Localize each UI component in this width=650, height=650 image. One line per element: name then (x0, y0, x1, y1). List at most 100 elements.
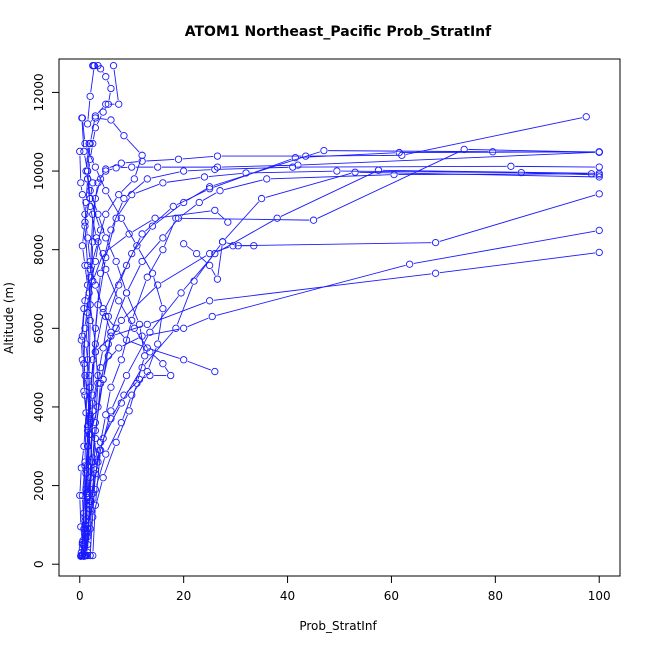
series-segment (98, 352, 103, 372)
data-point (431, 238, 440, 247)
series-segment (144, 331, 174, 365)
series-segment (81, 312, 85, 336)
data-point (99, 474, 107, 482)
series-segment (125, 161, 138, 164)
data-point (86, 257, 94, 266)
data-series (78, 148, 603, 559)
series-segment (83, 332, 86, 360)
series-segment (118, 197, 130, 215)
series-segment (117, 414, 128, 439)
series-segment (211, 268, 216, 276)
data-point (595, 171, 603, 179)
chart-title: ATOM1 Northeast_Pacific Prob_StratInf (185, 24, 492, 40)
data-point (595, 190, 603, 198)
series-segment (208, 172, 242, 177)
series-segment (85, 438, 90, 462)
data-point (82, 409, 90, 417)
data-point (86, 187, 94, 195)
series-segment (83, 395, 87, 409)
data-point (94, 62, 102, 70)
series-segment (109, 323, 120, 341)
data-point (174, 214, 183, 222)
series-segment (439, 194, 596, 242)
series-segment (93, 257, 103, 278)
data-point (190, 277, 198, 285)
series-segment (280, 171, 375, 217)
data-point (128, 249, 136, 258)
data-point (213, 275, 222, 283)
data-point (107, 383, 115, 391)
series-segment (106, 236, 127, 252)
series-segment (153, 277, 163, 305)
series-segment (84, 501, 88, 525)
data-point (595, 173, 603, 181)
data-point (86, 92, 94, 100)
data-point (94, 379, 102, 388)
series-segment (103, 359, 108, 376)
data-series (77, 146, 603, 557)
series-segment (90, 120, 96, 140)
series-segment (123, 371, 141, 400)
series-segment (104, 446, 116, 474)
data-point (143, 344, 151, 352)
data-point (159, 179, 167, 187)
data-point (95, 446, 104, 454)
series-segment (87, 430, 93, 458)
data-point (102, 187, 110, 195)
series-segment (84, 450, 88, 552)
data-point (242, 169, 250, 177)
series-segment (81, 344, 83, 356)
series-segment (112, 379, 126, 408)
data-series (102, 312, 219, 376)
data-point (112, 164, 120, 172)
data-point (86, 383, 94, 391)
data-point (205, 183, 214, 191)
data-point (141, 352, 149, 360)
series-segment (90, 210, 97, 234)
data-point (91, 324, 100, 332)
series-segment (95, 277, 101, 325)
series-segment (85, 379, 91, 415)
data-point (89, 391, 97, 399)
series-segment (127, 265, 141, 290)
data-point (250, 242, 258, 250)
data-point (234, 242, 242, 250)
data-point (205, 261, 214, 270)
y-tick-label: 2000 (32, 470, 46, 501)
series-segment (218, 219, 274, 252)
data-point (102, 165, 110, 173)
series-segment (85, 202, 90, 219)
data-point (82, 198, 90, 207)
data-point (172, 324, 180, 332)
series-segment (328, 150, 489, 153)
series-segment (155, 204, 181, 224)
data-point (91, 114, 100, 122)
data-point (89, 454, 97, 462)
data-point (117, 356, 125, 364)
series-segment (89, 399, 94, 474)
data-point (291, 154, 299, 162)
series-segment (180, 217, 310, 221)
data-point (159, 305, 167, 313)
data-point (143, 367, 151, 376)
series-segment (98, 218, 105, 235)
series-segment (90, 186, 93, 195)
series-segment (165, 221, 177, 235)
series-segment (99, 118, 107, 120)
data-point (154, 340, 162, 348)
data-point (138, 151, 146, 159)
data-point (107, 226, 115, 234)
series-segment (90, 410, 98, 431)
y-tick-label: 10000 (32, 152, 46, 190)
series-segment (92, 509, 96, 552)
data-point (135, 375, 144, 384)
data-point (94, 238, 102, 246)
series-segment (86, 147, 95, 164)
data-point (205, 297, 214, 305)
data-point (81, 462, 89, 470)
data-point (92, 234, 101, 242)
series-segment (120, 304, 133, 325)
series-segment (96, 458, 105, 486)
data-point (78, 114, 86, 122)
data-point (211, 206, 219, 215)
